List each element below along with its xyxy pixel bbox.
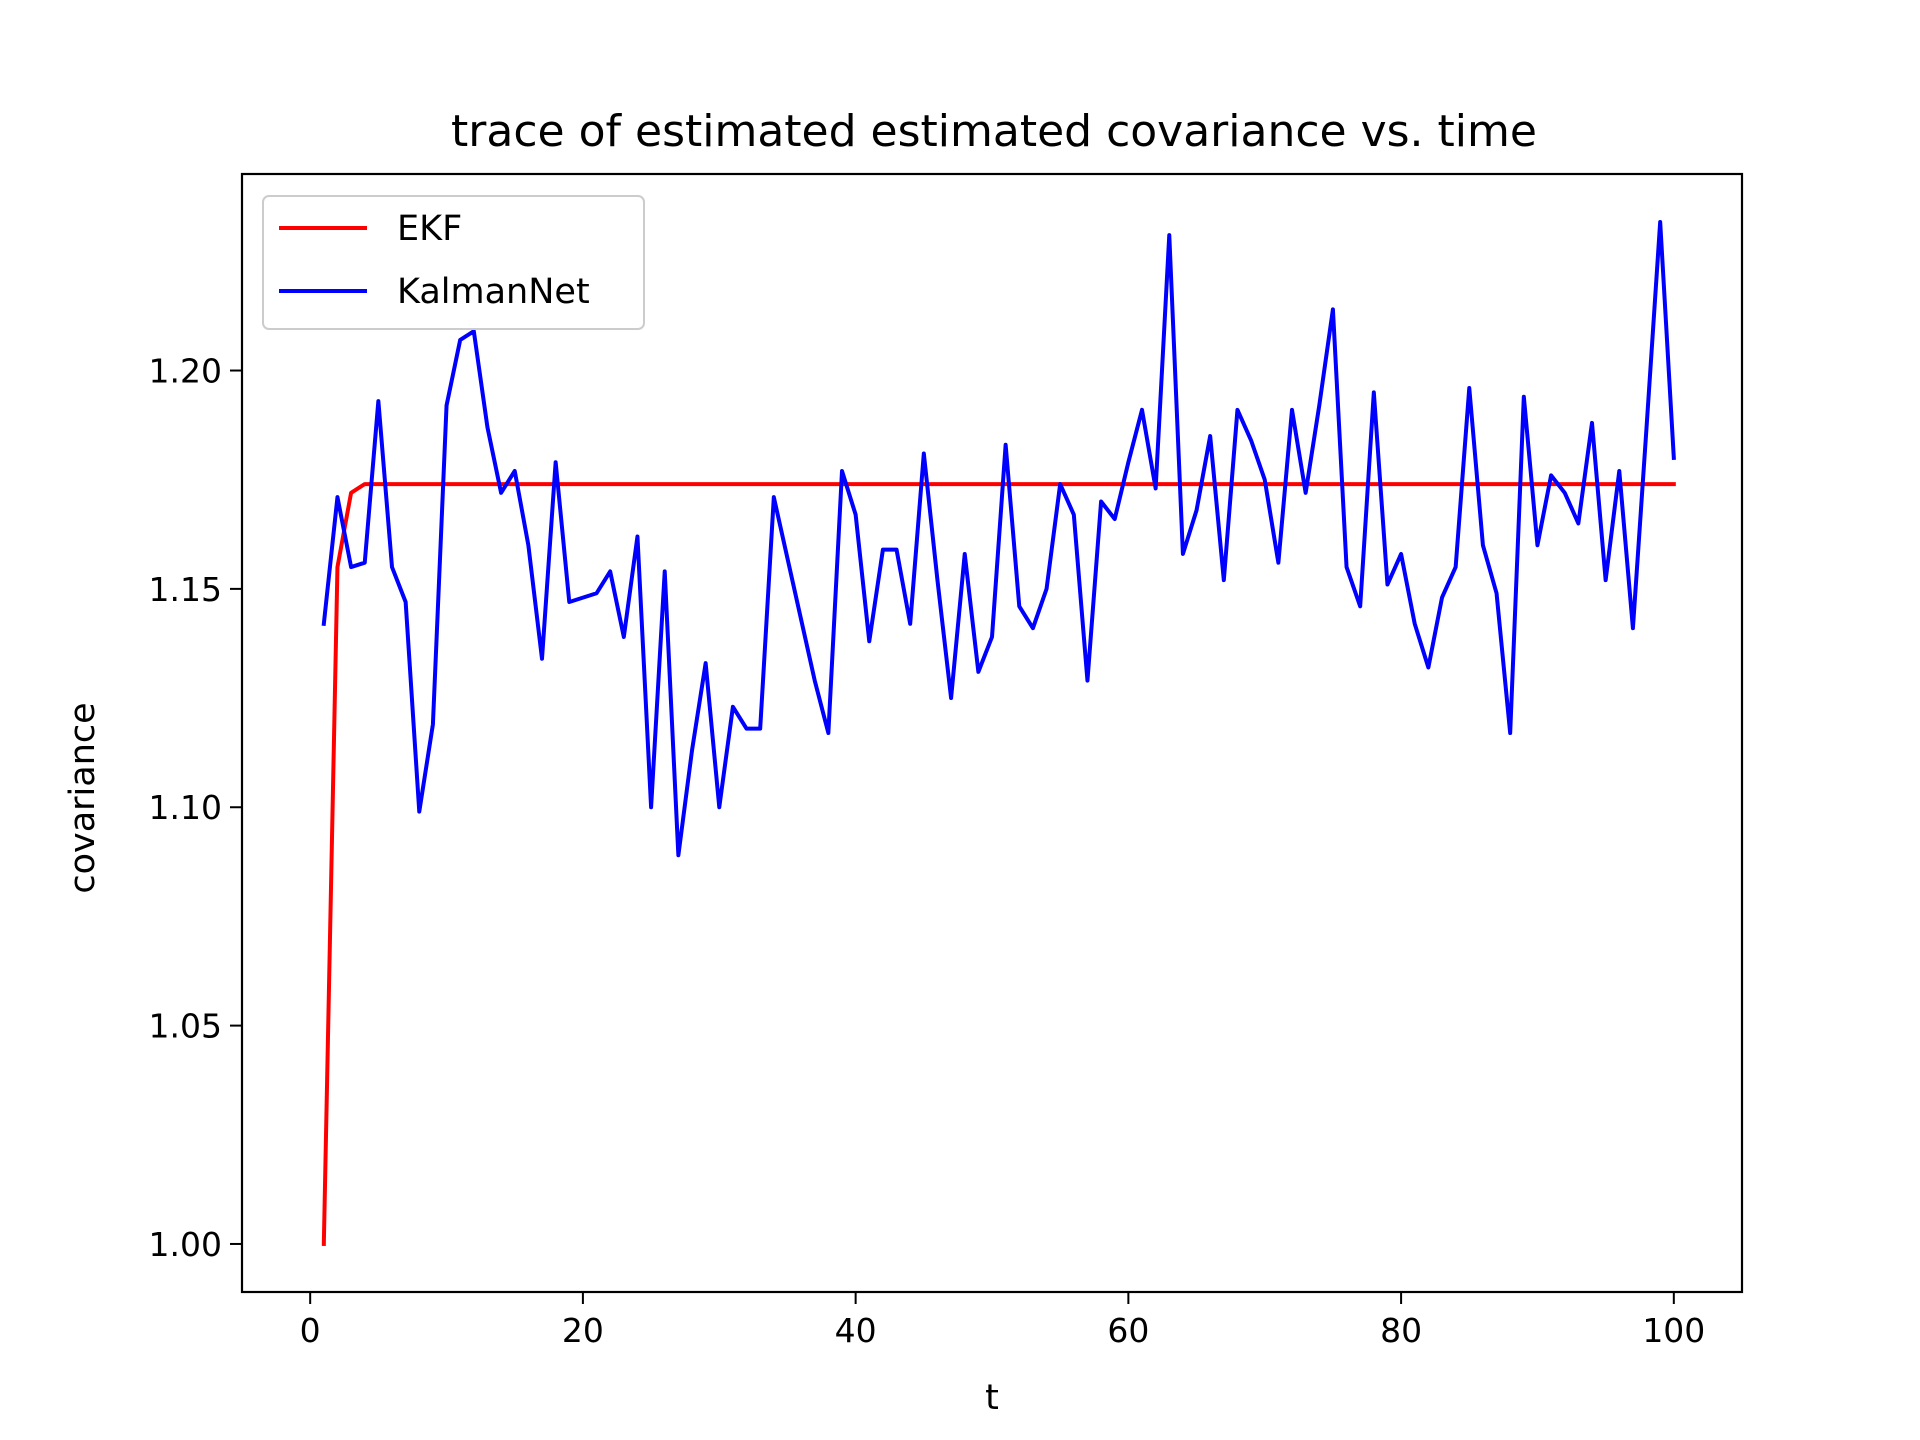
x-tick-label: 40 [835,1311,877,1350]
series-line-kalmannet [321,220,1676,858]
legend-label-kalmannet: KalmanNet [397,272,590,312]
x-tick-label: 20 [562,1311,604,1350]
x-axis-label: t [985,1378,999,1418]
plot-lines [321,220,1676,1246]
y-tick-label: 1.20 [149,352,222,391]
legend-label-ekf: EKF [397,209,462,249]
y-tick-label: 1.00 [149,1225,222,1264]
x-axis-ticks: 0 20 40 60 80 100 [300,1292,1705,1350]
y-tick-label: 1.10 [149,788,222,827]
plot-area-frame [240,172,1744,1294]
x-tick-label: 80 [1380,1311,1422,1350]
x-tick-label: 60 [1107,1311,1149,1350]
chart-title: trace of estimated estimated covariance … [451,106,1537,157]
y-axis-ticks: 1.00 1.05 1.10 1.15 1.20 [149,352,242,1264]
y-axis-label: covariance [63,702,103,893]
x-tick-label: 100 [1642,1311,1705,1350]
y-tick-label: 1.05 [149,1007,222,1046]
legend: EKF KalmanNet [262,195,645,330]
y-tick-label: 1.15 [149,570,222,609]
x-tick-label: 0 [300,1311,321,1350]
series-line-ekf [321,482,1676,1246]
